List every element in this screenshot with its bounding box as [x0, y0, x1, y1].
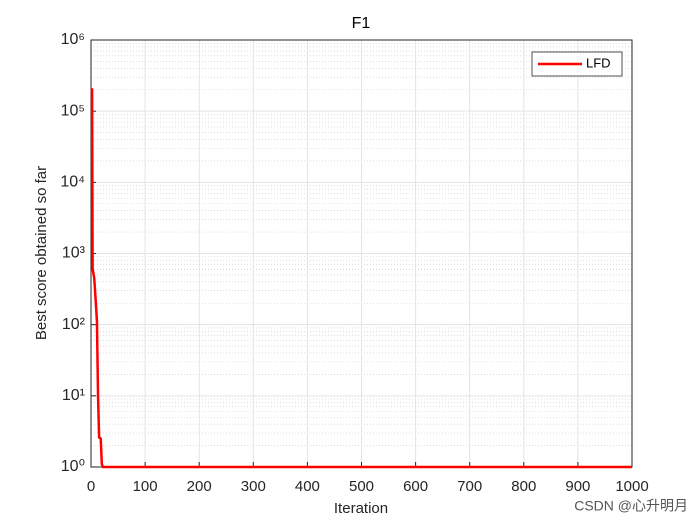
y-tick-label: 10⁵	[61, 102, 85, 119]
x-tick-label: 300	[241, 478, 266, 495]
y-axis-label: Best score obtained so far	[33, 166, 50, 340]
x-tick-label: 600	[403, 478, 428, 495]
y-tick-label: 10⁴	[60, 174, 85, 191]
chart-title: F1	[352, 15, 371, 32]
y-tick-label: 10²	[62, 316, 86, 333]
y-tick-label: 10⁰	[61, 458, 85, 475]
data-line	[90, 87, 632, 469]
y-tick-label: 10¹	[62, 387, 85, 404]
watermark: CSDN @心升明月	[574, 498, 688, 514]
x-tick-label: 700	[457, 478, 482, 495]
x-tick-label: 400	[295, 478, 320, 495]
x-tick-label: 900	[565, 478, 590, 495]
y-tick-label: 10³	[62, 245, 86, 262]
x-tick-label: 500	[349, 478, 374, 495]
legend-label: LFD	[586, 55, 611, 70]
x-tick-label: 200	[187, 478, 212, 495]
x-tick-label: 100	[133, 478, 158, 495]
x-axis-label: Iteration	[334, 500, 388, 517]
x-tick-label: 1000	[615, 478, 648, 495]
y-tick-label: 10⁶	[61, 31, 85, 48]
x-tick-label: 800	[511, 478, 536, 495]
x-tick-label: 0	[87, 478, 95, 495]
